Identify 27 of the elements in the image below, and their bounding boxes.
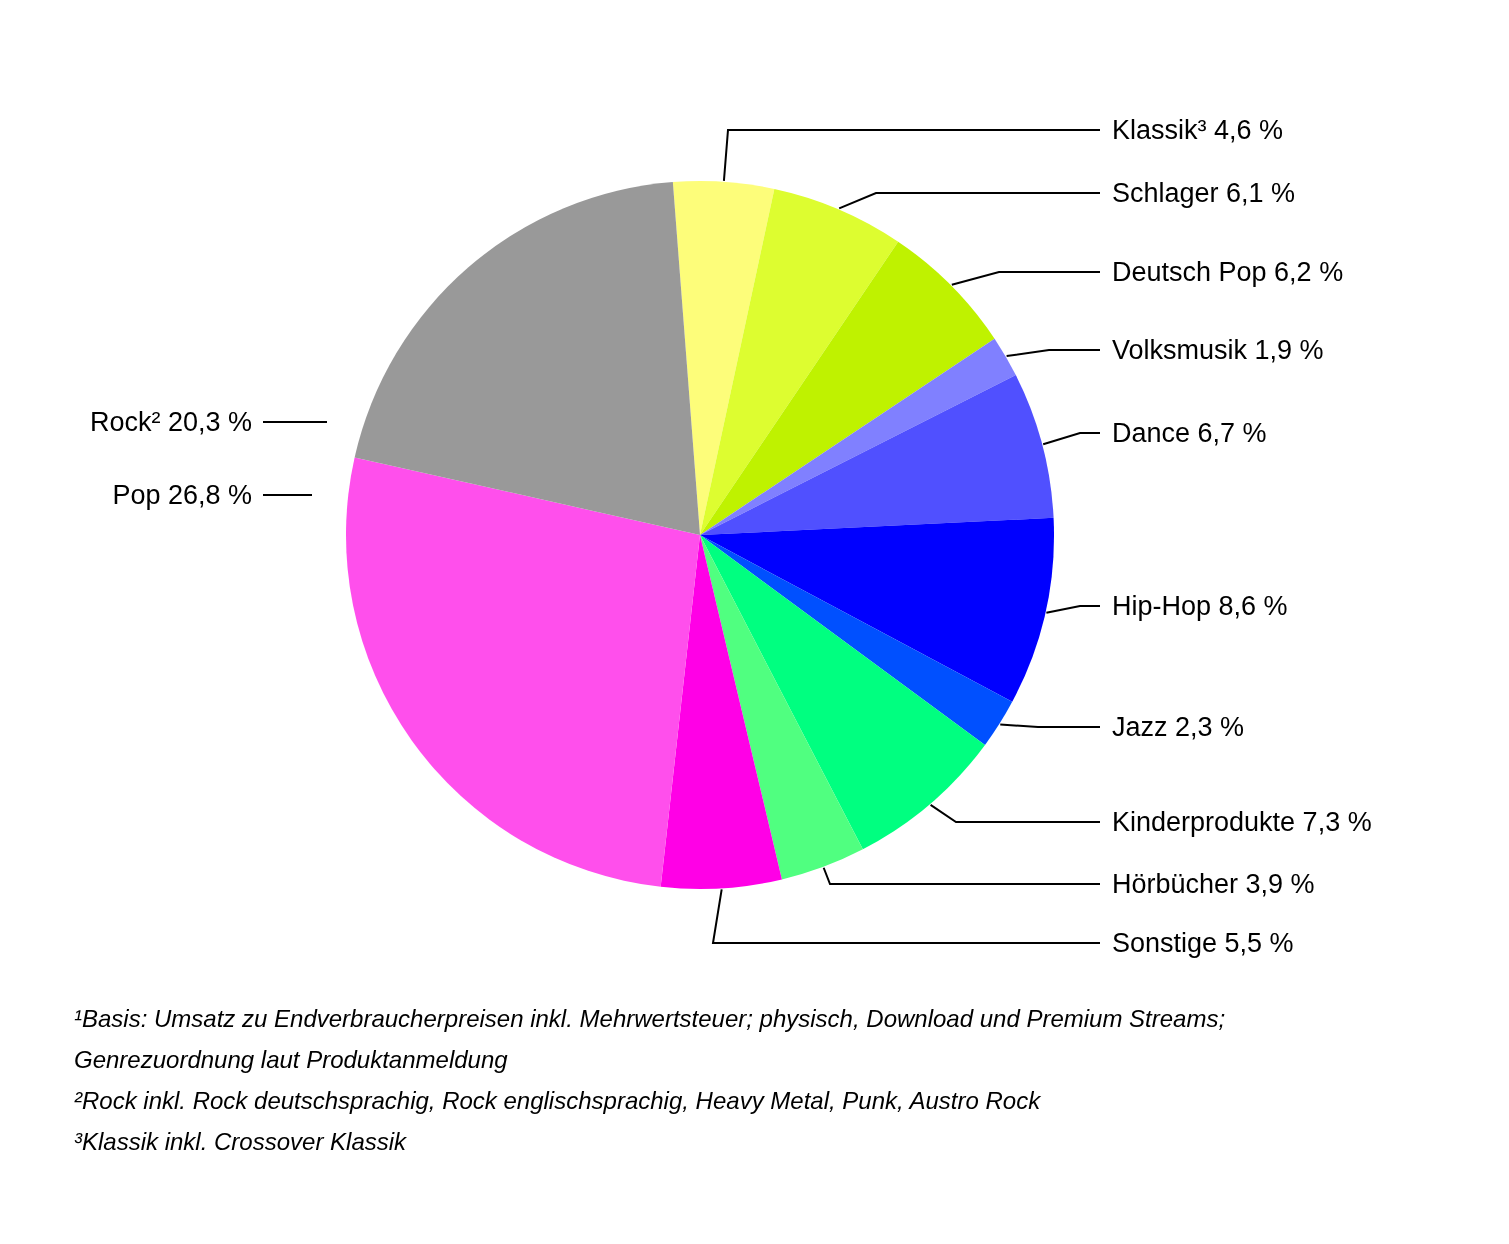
slice-label: Schlager 6,1 % bbox=[1112, 178, 1296, 209]
pie-slice bbox=[700, 241, 995, 535]
slice-label: Pop 26,8 % bbox=[112, 480, 252, 511]
pie-slice bbox=[354, 182, 700, 535]
pie-slice bbox=[700, 375, 1054, 535]
text: ¹Basis: Umsatz zu Endverbraucherpreisen inkl. Mehrwertsteuer; physisch, Download und Premium Streams; Genrezuordnung laut Produktanmeldung bbox=[74, 1004, 1227, 1075]
pie-slice bbox=[700, 517, 1054, 702]
slice-label: Volksmusik 1,9 % bbox=[1112, 335, 1324, 366]
slice-label: Klassik³ 4,6 % bbox=[1112, 115, 1284, 146]
slice-label: Dance 6,7 % bbox=[1112, 418, 1267, 449]
pie-slice bbox=[700, 535, 986, 850]
slice-label: Hörbücher 3,9 % bbox=[1112, 869, 1315, 900]
slice-label: Sonstige 5,5 % bbox=[1112, 928, 1294, 959]
pie-slice bbox=[700, 535, 1013, 745]
slice-label: Rock² 20,3 % bbox=[89, 407, 252, 438]
slice-label: Kinderprodukte 7,3 % bbox=[1112, 807, 1372, 838]
pie-slice bbox=[700, 188, 899, 535]
pie-slice bbox=[660, 535, 782, 889]
slice-label: Deutsch Pop 6,2 % bbox=[1112, 257, 1344, 288]
pie-slice bbox=[346, 457, 700, 887]
pie-slice bbox=[700, 338, 1016, 535]
pie-slice bbox=[672, 181, 775, 535]
text: ²Rock inkl. Rock deutschsprachig, Rock englischsprachig, Heavy Metal, Punk, Austro Rock bbox=[74, 1086, 1042, 1116]
text: ³Klassik inkl. Crossover Klassik bbox=[74, 1127, 408, 1157]
slice-label: Jazz 2,3 % bbox=[1112, 712, 1245, 743]
pie-slice bbox=[700, 535, 863, 880]
slice-label: Hip-Hop 8,6 % bbox=[1112, 591, 1288, 622]
